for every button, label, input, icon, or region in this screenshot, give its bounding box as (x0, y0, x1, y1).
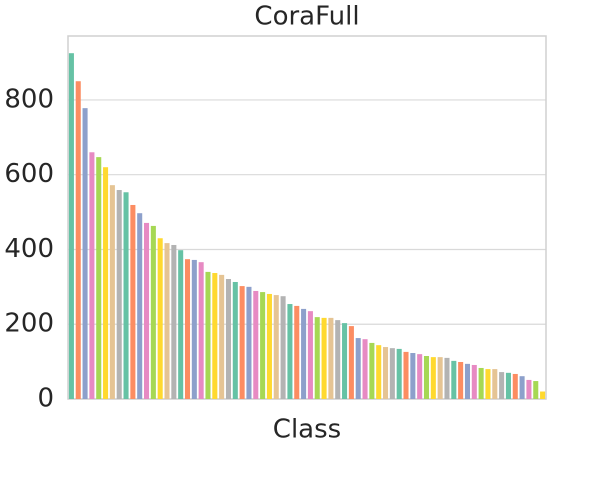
bar (417, 354, 423, 399)
bar (499, 372, 505, 399)
bar (171, 244, 177, 399)
bar (191, 259, 197, 399)
bar (410, 353, 416, 399)
bar (403, 351, 409, 399)
bar (314, 317, 320, 399)
bar (150, 225, 156, 399)
bar (478, 367, 484, 399)
bar (430, 357, 436, 399)
bar (348, 326, 354, 399)
bar (157, 238, 163, 399)
bar (362, 339, 368, 399)
bar (109, 185, 115, 399)
bar (321, 317, 327, 399)
bar (437, 357, 443, 399)
x-axis-label: Class (273, 415, 341, 445)
bar (96, 157, 102, 399)
bar (519, 376, 525, 399)
bar (260, 292, 266, 399)
bar (444, 357, 450, 399)
bar (212, 273, 218, 399)
bar (184, 259, 191, 399)
bar (423, 356, 430, 399)
bar (307, 311, 313, 399)
bar (464, 363, 470, 399)
bar (232, 281, 238, 399)
bar (287, 304, 293, 399)
bar (328, 317, 334, 399)
bar (280, 296, 286, 399)
bar (103, 167, 109, 399)
bar (253, 290, 259, 399)
bar (246, 286, 252, 399)
bar (396, 348, 402, 399)
bar (505, 372, 511, 399)
bar (68, 53, 74, 399)
bar (301, 308, 307, 399)
bar (219, 274, 225, 399)
chart-title: CoraFull (254, 2, 359, 32)
bar (355, 338, 361, 399)
bar (458, 361, 464, 399)
bar (451, 360, 457, 399)
y-tick-label: 0 (37, 384, 54, 414)
bar (239, 286, 245, 399)
bar (294, 305, 300, 399)
bar (89, 152, 95, 399)
bar (82, 108, 88, 399)
bar (485, 369, 491, 399)
bar (342, 323, 348, 399)
y-tick-label: 400 (4, 234, 54, 264)
bar (123, 192, 129, 399)
bar (540, 391, 546, 399)
y-tick-label: 800 (4, 84, 54, 114)
bar (526, 379, 532, 399)
bar (376, 345, 382, 399)
bar (178, 250, 184, 399)
y-tick-label: 200 (4, 309, 54, 339)
bar (389, 348, 395, 399)
plot-frame (67, 35, 547, 400)
bar (471, 364, 477, 399)
bar (75, 81, 81, 400)
bar (144, 222, 150, 399)
bar (266, 293, 272, 399)
bar (273, 295, 279, 399)
bar (383, 347, 389, 399)
bar (205, 271, 211, 399)
y-tick-label: 600 (4, 159, 54, 189)
bar (533, 381, 539, 399)
bar (335, 320, 341, 399)
bar (369, 342, 375, 399)
bar (198, 262, 204, 399)
bar (492, 369, 498, 399)
bar (137, 213, 143, 399)
bar (164, 243, 170, 399)
bar (130, 204, 136, 399)
bar (512, 373, 518, 399)
bar (225, 278, 231, 399)
bar (116, 190, 122, 399)
